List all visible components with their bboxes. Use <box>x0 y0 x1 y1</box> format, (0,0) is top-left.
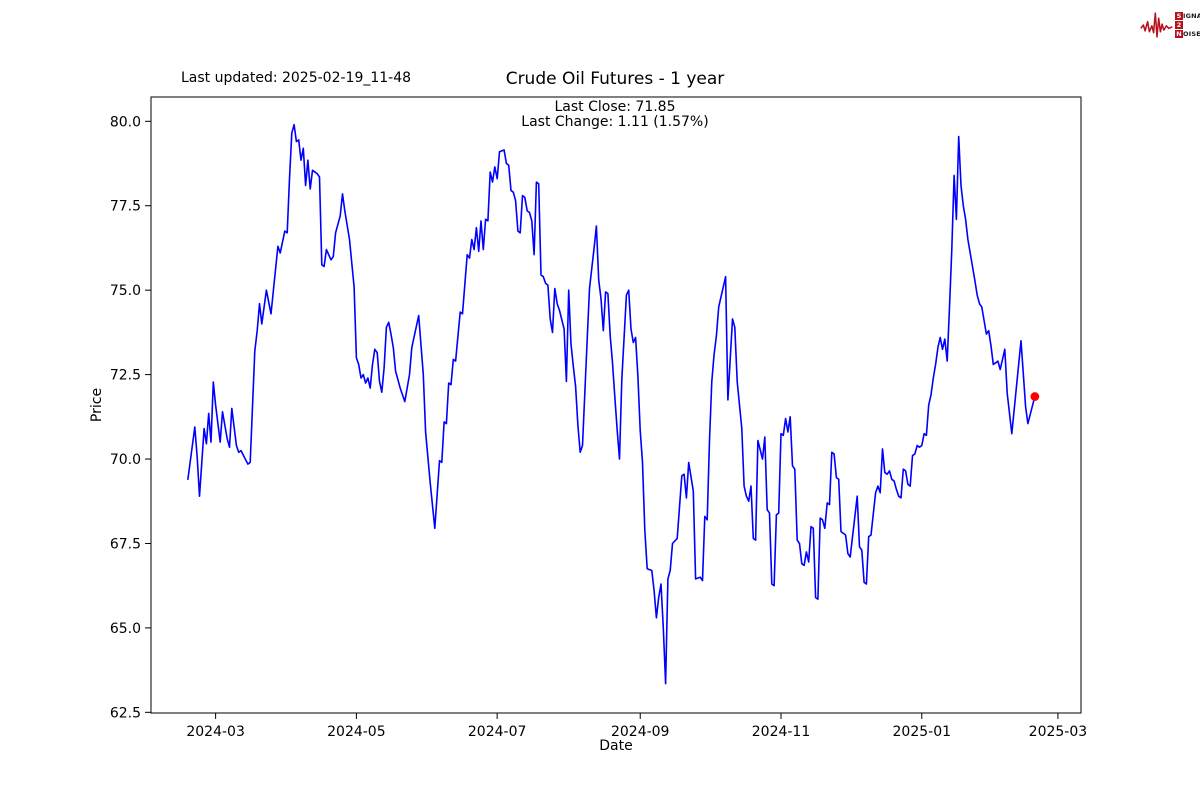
x-tick-label: 2025-01 <box>893 724 952 740</box>
logo-letter-box-s: S <box>1175 12 1183 20</box>
y-tick-label: 80.0 <box>110 114 141 130</box>
logo-word-ignal: IGNAL <box>1183 12 1200 20</box>
y-tick-label: 70.0 <box>110 452 141 468</box>
chart-title: Crude Oil Futures - 1 year <box>505 69 725 89</box>
plot-border <box>150 96 1082 714</box>
logo-row-noise: N OISE <box>1175 30 1200 38</box>
signal2noise-logo: S IGNAL 2 N OISE <box>1140 4 1200 46</box>
y-tick-label: 72.5 <box>110 368 141 384</box>
x-tick-label: 2024-09 <box>611 724 670 740</box>
last-close-annotation: Last Close: 71.85 <box>554 99 676 115</box>
x-tick-label: 2025-03 <box>1029 724 1088 740</box>
last-updated-label: Last updated: 2025-02-19_11-48 <box>181 70 412 86</box>
x-tick-label: 2024-03 <box>186 724 245 740</box>
y-tick-label: 67.5 <box>110 536 141 552</box>
logo-word-oise: OISE <box>1183 30 1200 38</box>
y-axis-label: Price <box>89 387 105 423</box>
x-tick-label: 2024-07 <box>468 724 527 740</box>
x-axis-label: Date <box>599 738 633 754</box>
y-tick-label: 77.5 <box>110 199 141 215</box>
last-close-marker <box>1030 392 1040 401</box>
logo-letter-box-n: N <box>1175 30 1183 38</box>
logo-letter-box-2: 2 <box>1175 21 1183 29</box>
logo-wordmark: S IGNAL 2 N OISE <box>1175 12 1200 38</box>
price-line <box>187 123 1036 685</box>
y-tick-label: 75.0 <box>110 283 141 299</box>
x-tick-label: 2024-05 <box>327 724 386 740</box>
x-tick-label: 2024-11 <box>752 724 811 740</box>
logo-row-signal: S IGNAL <box>1175 12 1200 20</box>
y-tick-label: 65.0 <box>110 621 141 637</box>
heartbeat-waveform-icon <box>1140 12 1173 38</box>
logo-row-2: 2 <box>1175 21 1200 29</box>
last-change-annotation: Last Change: 1.11 (1.57%) <box>521 114 709 130</box>
y-tick-label: 62.5 <box>110 705 141 721</box>
